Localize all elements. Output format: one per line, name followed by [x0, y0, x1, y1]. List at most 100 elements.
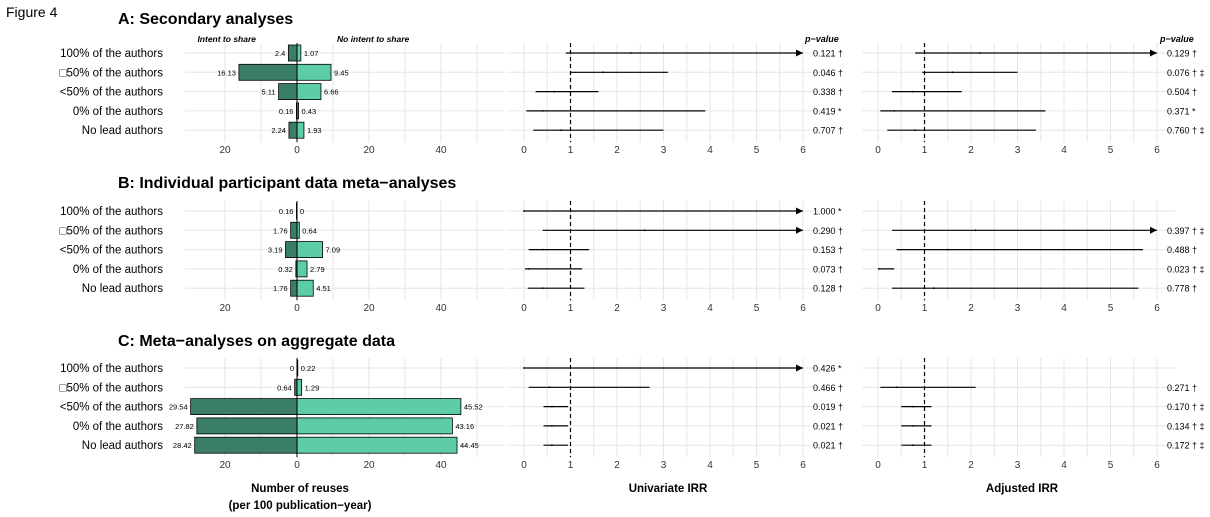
- adjusted-p-value: 0.023 † ‡: [1167, 264, 1205, 274]
- row-label: No lead authors: [82, 440, 163, 452]
- bar-value-label: 28.42: [173, 441, 192, 450]
- bar-value-label: 0: [300, 207, 304, 216]
- univariate-point-estimate: [541, 248, 544, 251]
- univariate-point-estimate: [523, 210, 525, 212]
- row-label: 0% of the authors: [73, 106, 163, 118]
- univariate-point-estimate: [551, 444, 553, 447]
- univariate-p-value: 0.021 †: [813, 421, 843, 431]
- tick-label: 3: [661, 460, 667, 471]
- bar-value-label: 6.66: [324, 88, 339, 97]
- bar-value-label: 45.52: [464, 403, 483, 412]
- bar-intent: [190, 398, 298, 416]
- tick-label: 3: [1015, 303, 1021, 314]
- bar-value-label: 0.64: [302, 226, 317, 235]
- adjusted-point-estimate: [893, 110, 896, 112]
- tick-label: 3: [1015, 145, 1021, 156]
- bar-value-label: 0: [290, 364, 294, 373]
- bar-value-label: 0.43: [302, 107, 317, 116]
- bar-value-label: 27.82: [175, 422, 194, 431]
- tick-label: 4: [707, 303, 713, 314]
- univariate-point-estimate: [551, 405, 553, 408]
- adjusted-p-value: 0.488 †: [1167, 245, 1197, 255]
- tick-label: 20: [219, 145, 231, 156]
- x-axis-title-univariate: Univariate IRR: [629, 483, 708, 495]
- row-label: 100% of the authors: [60, 48, 163, 60]
- adjusted-point-estimate: [911, 405, 914, 408]
- x-axis-title-bars: Number of reuses: [251, 483, 349, 495]
- bar-intent: [238, 63, 298, 81]
- tick-label: 6: [800, 460, 806, 471]
- bar-value-label: 1.76: [273, 284, 288, 293]
- bar-value-label: 43.16: [455, 422, 474, 431]
- adjusted-point-estimate: [914, 129, 917, 132]
- univariate-point-estimate: [560, 129, 563, 132]
- bar-no-intent: [296, 44, 302, 62]
- tick-label: 3: [661, 145, 667, 156]
- tick-label: 3: [661, 303, 667, 314]
- tick-label: 40: [435, 303, 447, 314]
- adjusted-point-estimate: [895, 386, 898, 389]
- bar-value-label: 29.54: [169, 403, 188, 412]
- bar-intent: [278, 83, 298, 100]
- row-label: □50% of the authors: [60, 382, 164, 394]
- bar-no-intent: [296, 378, 303, 396]
- tick-label: 0: [875, 145, 881, 156]
- tick-label: 0: [521, 460, 527, 471]
- tick-label: 0: [294, 303, 300, 314]
- univariate-p-value: 1.000 *: [813, 207, 842, 217]
- univariate-p-value: 0.019 †: [813, 402, 843, 412]
- tick-label: 1: [922, 145, 928, 156]
- bar-value-label: 0.32: [278, 265, 293, 274]
- univariate-point-estimate: [644, 229, 646, 232]
- tick-label: 5: [1108, 145, 1114, 156]
- univariate-p-value: 0.121 †: [813, 49, 843, 59]
- tick-label: 1: [922, 460, 928, 471]
- univariate-p-value: 0.338 †: [813, 87, 843, 97]
- row-label: <50% of the authors: [60, 402, 164, 414]
- bar-no-intent: [296, 121, 305, 139]
- adjusted-p-value: 0.504 †: [1167, 87, 1197, 97]
- univariate-ci-arrow: [796, 207, 803, 215]
- adjusted-p-value: 0.076 † ‡: [1167, 68, 1205, 78]
- panel-title: A: Secondary analyses: [118, 11, 293, 28]
- tick-label: 4: [707, 460, 713, 471]
- univariate-point-estimate: [553, 90, 556, 93]
- bar-value-label: 1.29: [305, 383, 320, 392]
- pvalue-header: p−value: [1159, 34, 1194, 44]
- tick-label: 2: [614, 460, 620, 471]
- adjusted-p-value: 0.170 † ‡: [1167, 402, 1205, 412]
- figure-label: Figure 4: [6, 4, 58, 20]
- bar-intent: [287, 44, 298, 62]
- bar-no-intent: [296, 436, 458, 454]
- x-axis-subtitle-bars: (per 100 publication−year): [229, 500, 372, 512]
- bar-value-label: 16.13: [217, 68, 236, 77]
- univariate-p-value: 0.021 †: [813, 441, 843, 451]
- adjusted-ci-arrow: [1150, 226, 1157, 234]
- bar-value-label: 7.09: [326, 246, 341, 255]
- adjusted-point-estimate: [951, 71, 954, 74]
- bar-value-label: 1.93: [307, 126, 322, 135]
- tick-label: 2: [614, 303, 620, 314]
- bar-no-intent: [296, 417, 453, 435]
- bar-intent: [285, 241, 298, 259]
- tick-label: 6: [800, 145, 806, 156]
- bar-value-label: 2.4: [275, 49, 285, 58]
- adjusted-p-value: 0.172 † ‡: [1167, 441, 1205, 451]
- tick-label: 1: [568, 145, 574, 156]
- row-label: 100% of the authors: [60, 206, 163, 218]
- adjusted-p-value: 0.129 †: [1167, 49, 1197, 59]
- bar-value-label: 5.11: [262, 88, 276, 97]
- bar-value-label: 0.16: [279, 107, 294, 116]
- univariate-point-estimate: [630, 52, 632, 54]
- tick-label: 5: [1108, 303, 1114, 314]
- adjusted-point-estimate: [974, 229, 977, 232]
- tick-label: 5: [754, 145, 760, 156]
- tick-label: 3: [1015, 460, 1021, 471]
- adjusted-point-estimate: [911, 425, 914, 427]
- row-label: □50% of the authors: [60, 67, 164, 79]
- tick-label: 1: [568, 460, 574, 471]
- tick-label: 6: [1154, 303, 1160, 314]
- tick-label: 6: [1154, 145, 1160, 156]
- univariate-p-value: 0.419 *: [813, 106, 842, 116]
